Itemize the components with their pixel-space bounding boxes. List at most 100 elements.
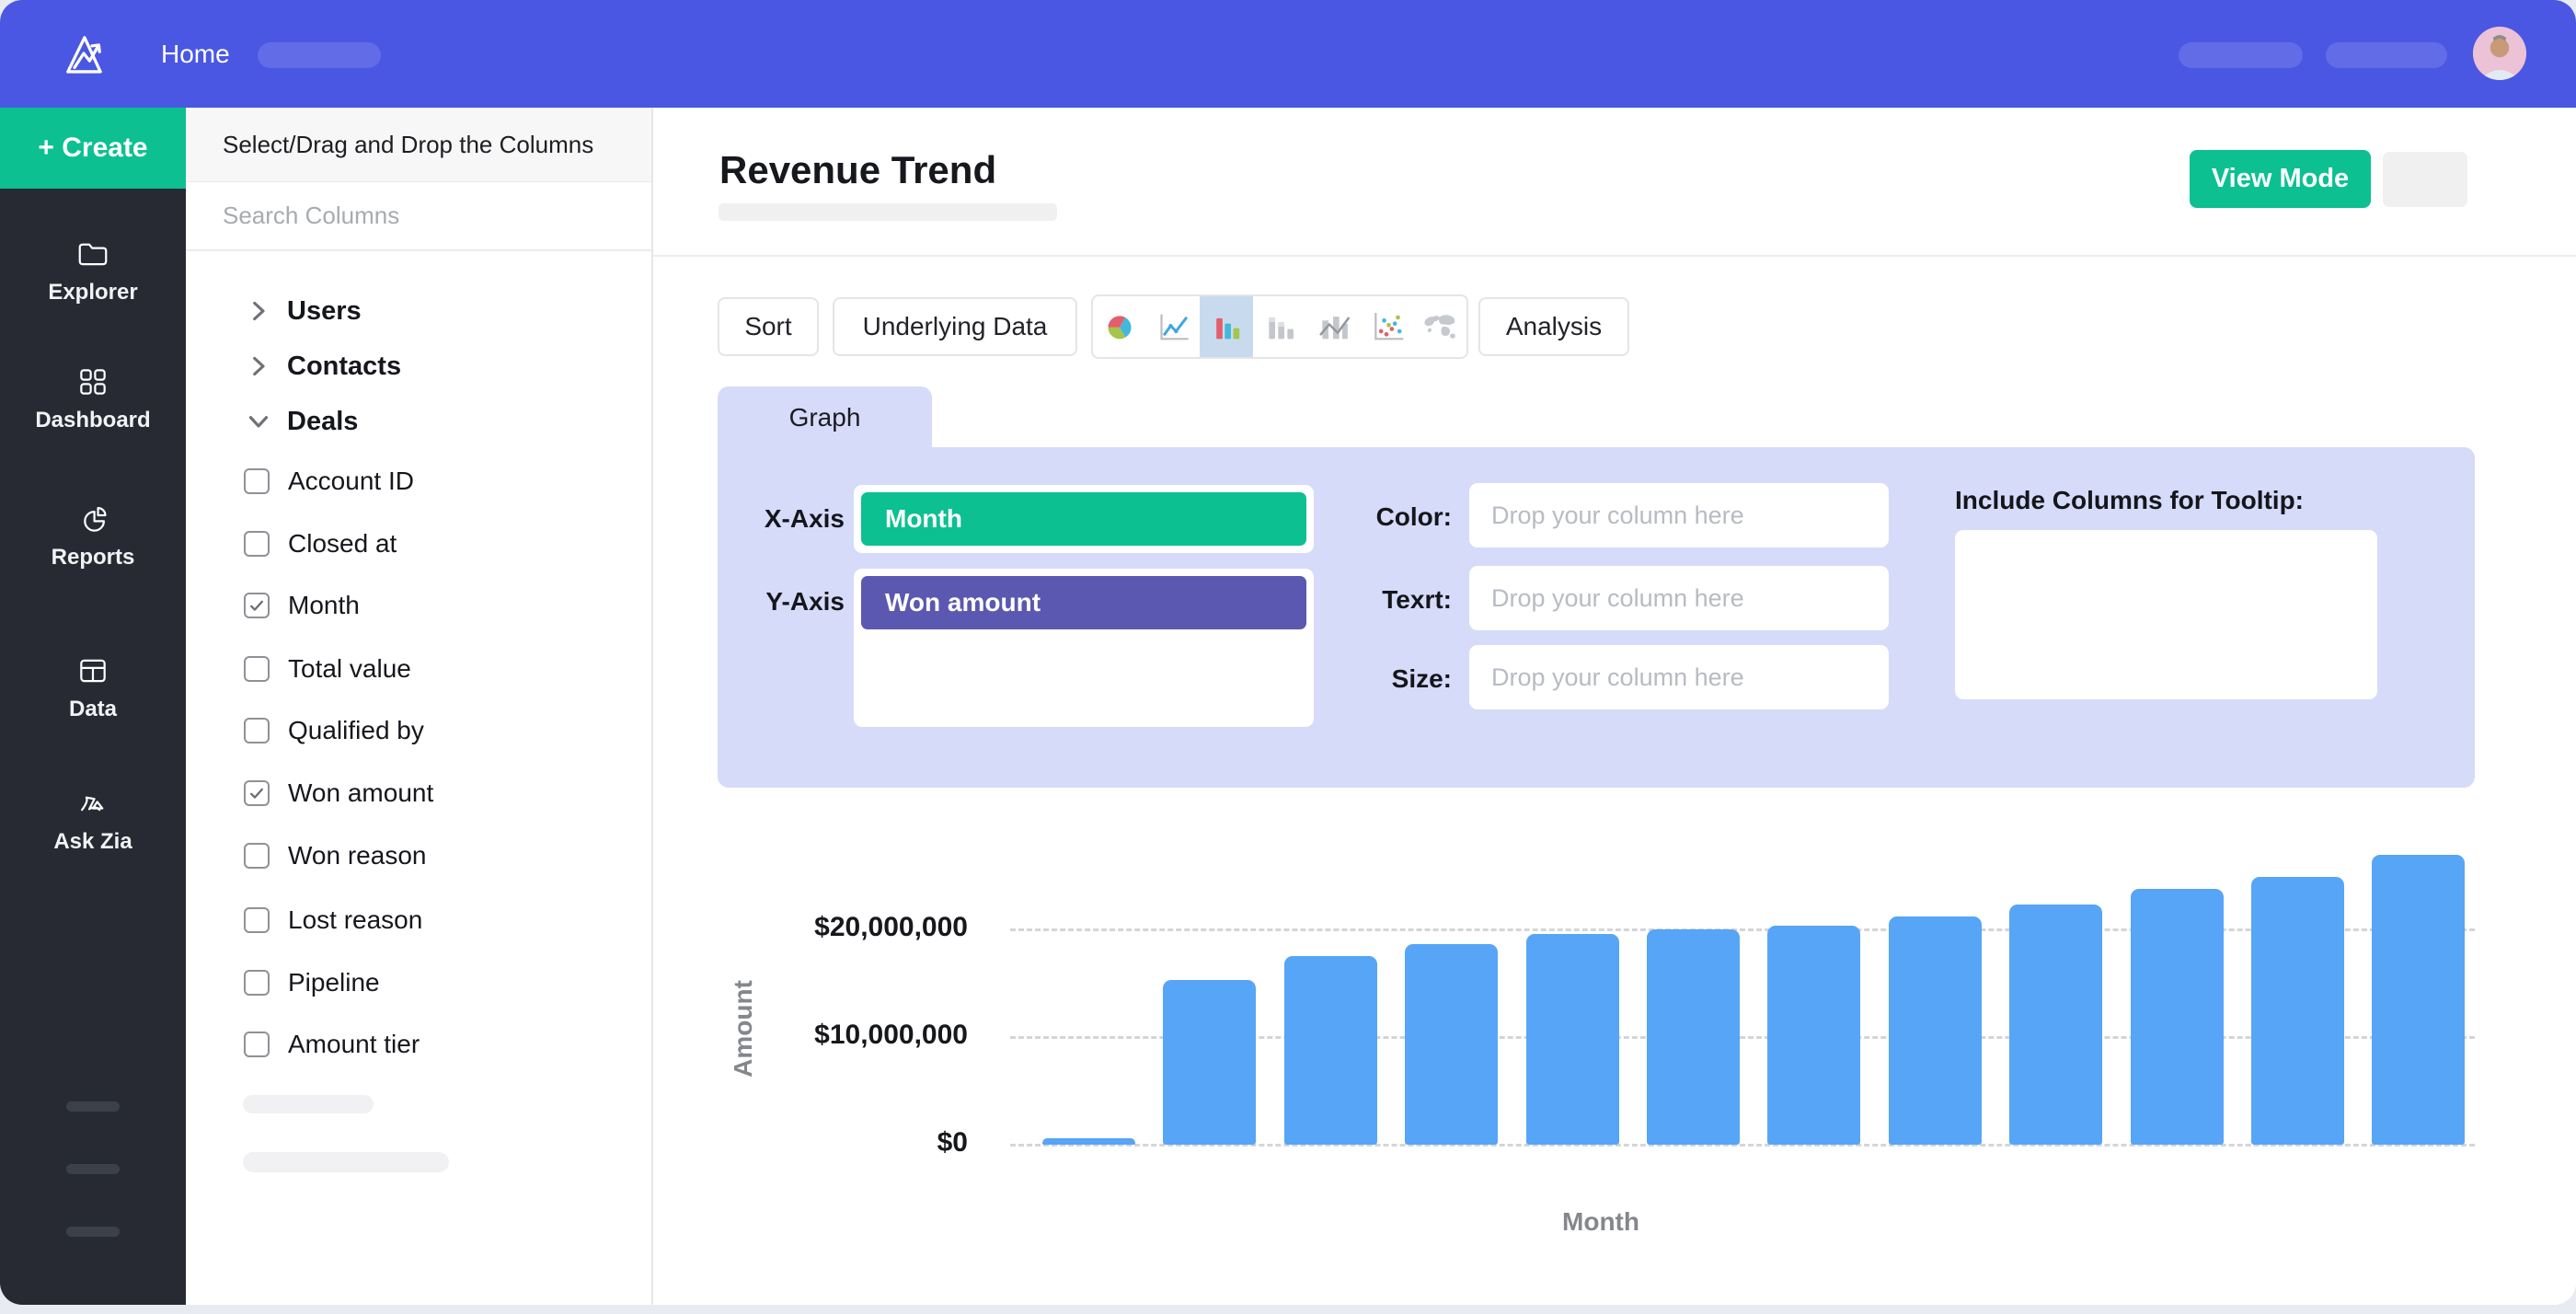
app-logo-icon[interactable] bbox=[57, 27, 110, 80]
bar-month-11[interactable] bbox=[2251, 877, 2344, 1145]
sidebar-item-dashboard[interactable]: Dashboard bbox=[0, 364, 186, 433]
pie-icon bbox=[75, 501, 110, 536]
field-label: Account ID bbox=[288, 467, 414, 495]
columns-panel-title: Select/Drag and Drop the Columns bbox=[186, 108, 651, 182]
field-account-id[interactable]: Account ID bbox=[186, 455, 651, 507]
field-label: Lost reason bbox=[288, 905, 423, 934]
title-placeholder-bar bbox=[719, 203, 1057, 221]
field-qualified-by[interactable]: Qualified by bbox=[186, 705, 651, 756]
user-avatar[interactable] bbox=[2473, 27, 2526, 80]
y-axis-chip[interactable]: Won amount bbox=[861, 576, 1306, 629]
field-pipeline[interactable]: Pipeline bbox=[186, 957, 651, 1009]
sidebar-item-explorer[interactable]: Explorer bbox=[0, 236, 186, 305]
tab-graph[interactable]: Graph bbox=[718, 386, 932, 449]
bar-month-8[interactable] bbox=[1889, 916, 1982, 1145]
field-amount-tier[interactable]: Amount tier bbox=[186, 1019, 651, 1070]
field-label: Pipeline bbox=[288, 968, 380, 997]
page-title: Revenue Trend bbox=[719, 148, 997, 191]
y-tick-label: $0 bbox=[937, 1127, 968, 1158]
more-options-button[interactable] bbox=[2383, 152, 2467, 207]
pie-chart-icon[interactable] bbox=[1093, 296, 1146, 357]
field-total-value[interactable]: Total value bbox=[186, 643, 651, 695]
bar-month-5[interactable] bbox=[1526, 934, 1619, 1145]
drop-row-label: Color: bbox=[1375, 502, 1452, 531]
table-icon bbox=[75, 653, 110, 688]
field-lost-reason[interactable]: Lost reason bbox=[186, 894, 651, 946]
y-axis-dropwell[interactable]: Won amount bbox=[854, 569, 1314, 727]
checkbox-unchecked[interactable] bbox=[244, 718, 270, 743]
bar-month-12[interactable] bbox=[2372, 855, 2465, 1145]
bar-month-1[interactable] bbox=[1042, 1138, 1135, 1145]
bar-month-2[interactable] bbox=[1163, 980, 1256, 1145]
line-chart-icon[interactable] bbox=[1146, 296, 1200, 357]
field-won-reason[interactable]: Won reason bbox=[186, 830, 651, 882]
chart: $0 $10,000,000 $20,000,000 Amount Month bbox=[653, 810, 2576, 1305]
analysis-button[interactable]: Analysis bbox=[1478, 297, 1629, 356]
sidebar-item-data[interactable]: Data bbox=[0, 653, 186, 722]
gridline bbox=[1010, 1144, 2475, 1147]
search-columns-input[interactable] bbox=[186, 182, 651, 251]
checkbox-checked[interactable] bbox=[244, 593, 270, 618]
checkbox-unchecked[interactable] bbox=[244, 468, 270, 494]
sidebar-item-label: Dashboard bbox=[35, 408, 151, 432]
gridline bbox=[1010, 928, 2475, 931]
sort-button[interactable]: Sort bbox=[718, 297, 819, 356]
chevron-right-icon[interactable] bbox=[243, 295, 274, 327]
columns-panel: Select/Drag and Drop the Columns Users Co… bbox=[186, 108, 653, 1305]
chevron-right-icon[interactable] bbox=[243, 351, 274, 382]
checkbox-unchecked[interactable] bbox=[244, 1032, 270, 1057]
sidebar-item-label: Reports bbox=[51, 545, 135, 570]
x-axis-title: Month bbox=[1562, 1207, 1639, 1236]
y-tick-label: $10,000,000 bbox=[814, 1020, 968, 1050]
field-won-amount[interactable]: Won amount bbox=[186, 767, 651, 819]
drop-zone-size[interactable]: Drop your column here bbox=[1469, 645, 1889, 709]
tree-group-deals[interactable]: Deals bbox=[186, 396, 651, 447]
folder-icon bbox=[75, 236, 110, 271]
checkbox-unchecked[interactable] bbox=[244, 970, 270, 996]
bar-month-7[interactable] bbox=[1767, 926, 1860, 1145]
sidebar: + Create Explorer Dashboard Reports Data Ask… bbox=[0, 108, 186, 1305]
bar-month-10[interactable] bbox=[2131, 889, 2224, 1145]
field-closed-at[interactable]: Closed at bbox=[186, 518, 651, 570]
sidebar-item-ask-zia[interactable]: Ask Zia bbox=[0, 786, 186, 855]
checkbox-checked[interactable] bbox=[244, 780, 270, 806]
column-chart-icon[interactable] bbox=[1253, 296, 1306, 357]
bar-month-9[interactable] bbox=[2009, 905, 2102, 1145]
field-label: Closed at bbox=[288, 529, 397, 558]
bar-line-chart-icon[interactable] bbox=[1306, 296, 1360, 357]
tree-group-contacts[interactable]: Contacts bbox=[186, 340, 651, 392]
checkbox-unchecked[interactable] bbox=[244, 531, 270, 557]
x-axis-chip[interactable]: Month bbox=[861, 492, 1306, 546]
scatter-chart-icon[interactable] bbox=[1360, 296, 1413, 357]
checkbox-unchecked[interactable] bbox=[244, 843, 270, 869]
bar-month-6[interactable] bbox=[1647, 929, 1740, 1145]
bar-month-4[interactable] bbox=[1405, 944, 1498, 1145]
field-month[interactable]: Month bbox=[186, 580, 651, 631]
y-axis-label: Y-Axis bbox=[765, 587, 845, 616]
grid-icon bbox=[75, 364, 110, 399]
map-chart-icon[interactable] bbox=[1413, 296, 1466, 357]
panel-skeleton-bar bbox=[243, 1095, 374, 1113]
bar-chart-icon[interactable] bbox=[1200, 296, 1253, 357]
create-button[interactable]: + Create bbox=[0, 108, 186, 189]
y-axis-title: Amount bbox=[729, 980, 757, 1078]
checkbox-unchecked[interactable] bbox=[244, 656, 270, 682]
sidebar-item-label: Ask Zia bbox=[53, 829, 132, 854]
sidebar-item-label: Explorer bbox=[48, 280, 138, 305]
sidebar-item-reports[interactable]: Reports bbox=[0, 501, 186, 571]
checkbox-unchecked[interactable] bbox=[244, 907, 270, 933]
view-mode-button[interactable]: View Mode bbox=[2190, 150, 2371, 208]
x-axis-dropwell[interactable]: Month bbox=[854, 485, 1314, 553]
nav-home[interactable]: Home bbox=[161, 39, 230, 68]
tooltip-columns-dropzone[interactable] bbox=[1955, 530, 2377, 699]
drop-row-label: Texrt: bbox=[1382, 585, 1452, 614]
drop-zone-color[interactable]: Drop your column here bbox=[1469, 483, 1889, 548]
bar-month-3[interactable] bbox=[1284, 956, 1377, 1145]
tree-group-name: Contacts bbox=[287, 351, 402, 381]
tree-group-users[interactable]: Users bbox=[186, 285, 651, 337]
drop-zone-texrt[interactable]: Drop your column here bbox=[1469, 566, 1889, 630]
chevron-down-icon[interactable] bbox=[243, 406, 274, 437]
field-label: Total value bbox=[288, 654, 411, 683]
underlying-data-button[interactable]: Underlying Data bbox=[833, 297, 1077, 356]
